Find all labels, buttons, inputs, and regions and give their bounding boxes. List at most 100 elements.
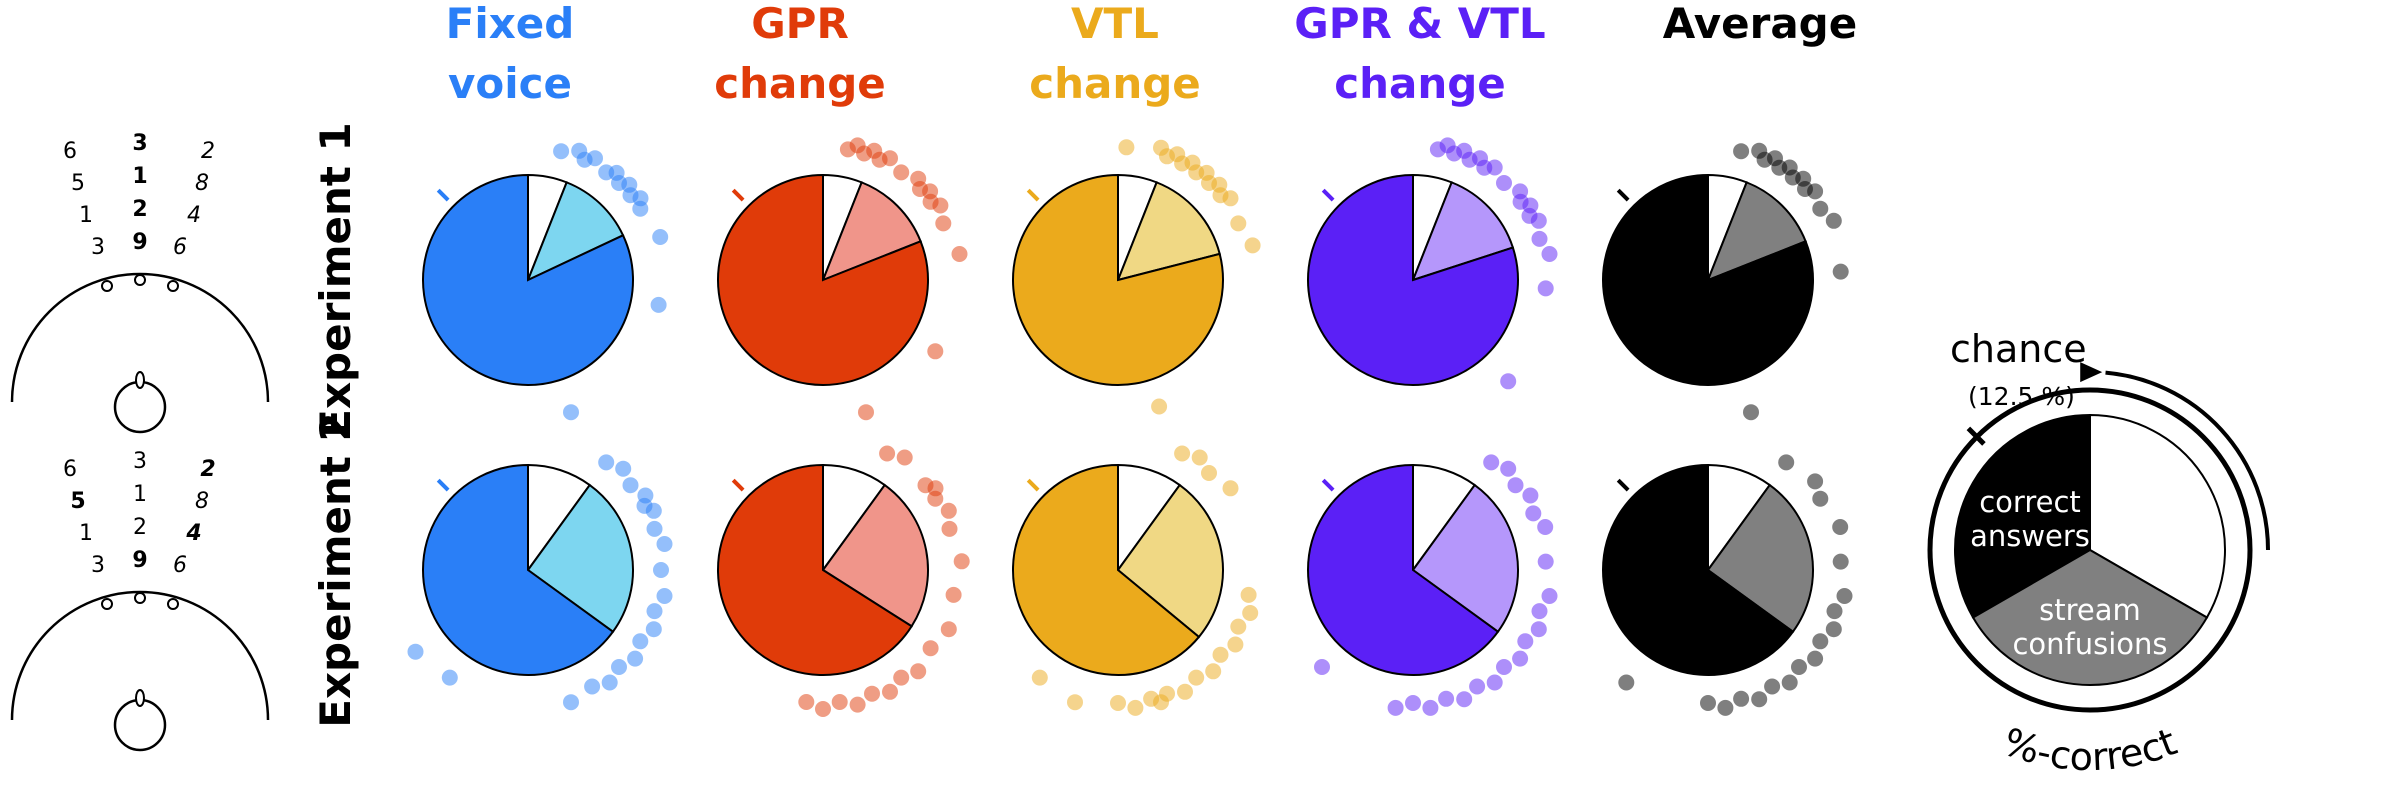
pie-both-exp2 (1307, 454, 1558, 716)
participant-dot (941, 520, 958, 537)
participant-dot (407, 643, 424, 660)
participant-dot (1807, 473, 1824, 490)
participant-dot (927, 490, 944, 507)
slice-correct-answers (1012, 463, 1201, 676)
participant-dot (656, 588, 673, 604)
left-digit-3: 1 (79, 203, 93, 228)
participant-dot (1314, 659, 1330, 675)
participant-dot (1483, 454, 1500, 471)
chance-tick (436, 478, 450, 492)
participant-dot (1405, 695, 1421, 711)
listener-nose (135, 371, 145, 389)
participant-dot (1174, 445, 1191, 462)
participant-dot (650, 296, 667, 313)
participant-dot (882, 150, 898, 167)
legend-slice-label-2-1: random (2102, 485, 2214, 519)
participant-dot (563, 404, 579, 421)
legend-axis-label: %-correct (1998, 720, 2183, 780)
participant-dot (1700, 695, 1716, 711)
participant-dot (1188, 669, 1205, 686)
slice-stream-confusions (821, 181, 922, 282)
speaker-1 (101, 598, 113, 610)
participant-dot (1812, 633, 1829, 650)
participant-dot (1110, 695, 1126, 711)
slice-stream-confusions (1706, 181, 1807, 282)
slice-correct-answers (1602, 463, 1795, 676)
participant-dot (1825, 621, 1842, 638)
participant-dot (611, 659, 627, 675)
slice-stream-confusions (526, 181, 625, 282)
participant-dot (922, 640, 939, 657)
participant-dot (953, 553, 970, 570)
center-digit-2: 1 (132, 164, 147, 189)
participant-dot (831, 694, 848, 710)
speaker-3 (167, 280, 179, 292)
slice-correct-answers (1307, 463, 1500, 676)
participant-dot (1240, 586, 1257, 603)
participant-dot (1531, 603, 1548, 620)
participant-dot (896, 449, 913, 466)
slice-stream-confusions (1116, 181, 1221, 282)
column-header-fixed-line2: voice (448, 59, 572, 108)
legend-outer-ring (1927, 387, 2253, 713)
column-header-vtl-line1: VTL (1071, 0, 1159, 48)
legend-chance-value: (12.5 %) (1968, 382, 2075, 411)
slice-correct-answers (1307, 173, 1519, 386)
participant-dot (1522, 487, 1539, 504)
participant-dot (1512, 650, 1529, 667)
slice-stream-confusions (526, 483, 635, 634)
participant-dot (1517, 633, 1534, 650)
left-digit-4: 3 (91, 235, 105, 260)
center-digit-1: 3 (132, 131, 147, 156)
participant-dot (1812, 490, 1829, 507)
slice-correct-answers (422, 173, 634, 386)
participant-dot (1500, 460, 1517, 477)
participant-dot (615, 460, 632, 477)
participant-dot (1127, 699, 1144, 716)
participant-dot (935, 215, 952, 232)
participant-dot (1118, 139, 1135, 156)
participant-dot (1500, 373, 1517, 390)
participant-dot (1177, 683, 1193, 700)
participant-dot (587, 150, 603, 167)
pie-gpr-exp1 (717, 137, 968, 421)
participant-dot (1781, 674, 1798, 691)
pie-gpr-exp2 (717, 445, 970, 717)
participant-dot (584, 678, 601, 695)
right-digit-3: 4 (185, 521, 201, 546)
pie-both-exp1 (1307, 137, 1558, 390)
participant-dot (1751, 691, 1768, 708)
speaker-2 (134, 274, 146, 286)
participant-dot (1525, 505, 1542, 522)
chance-tick (1026, 188, 1040, 202)
participant-dot (1541, 588, 1558, 604)
participant-dot (1438, 690, 1455, 707)
left-digit-1: 6 (63, 139, 77, 164)
participant-dot (646, 603, 663, 620)
pie-fixed-exp2 (407, 454, 673, 711)
participant-dot (858, 404, 874, 421)
speaker-2 (134, 592, 146, 604)
speaker-3 (167, 598, 179, 610)
participant-dot (1618, 674, 1635, 691)
chance-tick (731, 188, 745, 202)
participant-dot (652, 229, 669, 245)
participant-dot (945, 586, 962, 603)
participant-dot (553, 143, 570, 160)
center-digit-3: 2 (133, 515, 147, 540)
participant-dot (1230, 618, 1247, 635)
participant-dot (1222, 480, 1239, 497)
row-header-2: Experiment 2 (311, 412, 360, 728)
chance-tick (1616, 188, 1630, 202)
listener-head (113, 698, 167, 752)
participant-dot (893, 164, 910, 181)
pie-fixed-exp1 (422, 142, 669, 421)
slice-correct-answers (717, 463, 914, 676)
participant-dot (1205, 663, 1222, 680)
participant-dot (1537, 280, 1554, 297)
legend-arrow-head (2080, 362, 2103, 383)
participant-dot (1242, 605, 1259, 621)
column-header-gpr-line1: GPR (751, 0, 849, 48)
participant-dot (646, 520, 663, 537)
